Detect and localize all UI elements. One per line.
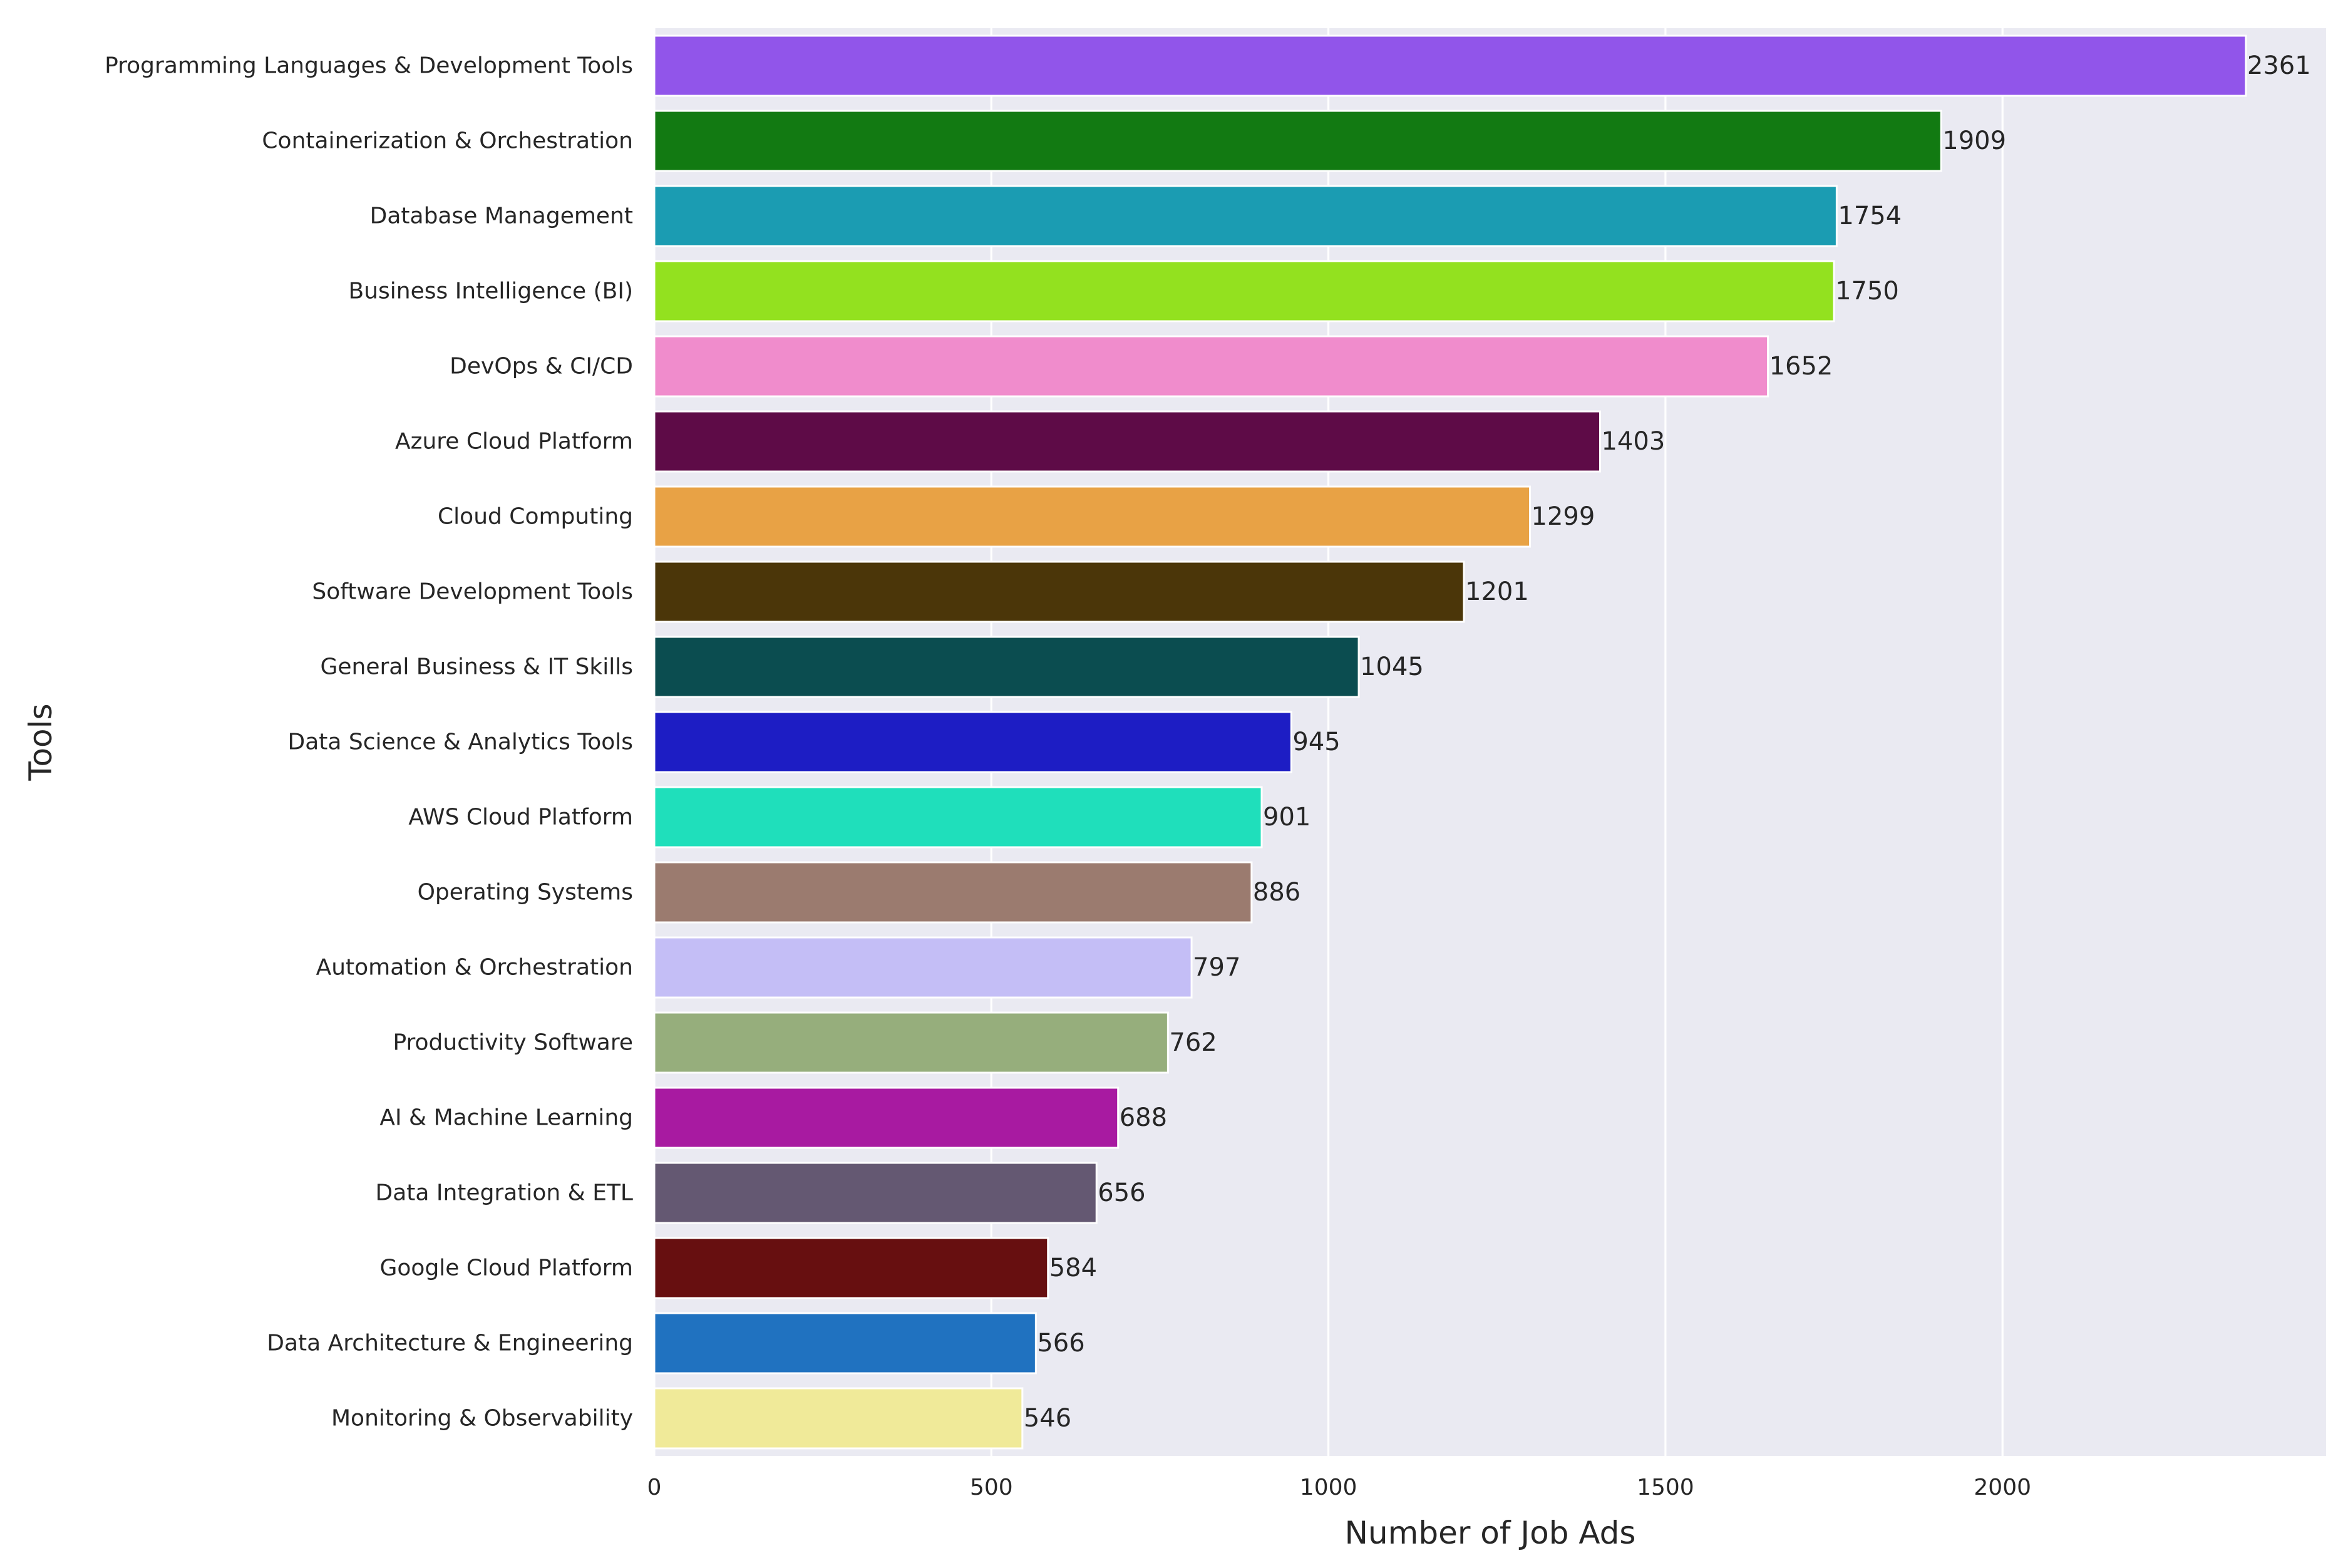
- bar-value-label: 797: [1193, 953, 1240, 982]
- y-axis-title: Tools: [23, 703, 59, 781]
- bar: [653, 185, 1838, 247]
- bar: [653, 786, 1263, 848]
- bars: [653, 34, 2247, 1450]
- y-tick-label: DevOps & CI/CD: [450, 354, 633, 379]
- bar-value-label: 1201: [1465, 577, 1529, 606]
- bar-value-label: 584: [1049, 1254, 1097, 1282]
- y-tick-label: Google Cloud Platform: [380, 1256, 634, 1281]
- bar-value-label: 688: [1120, 1103, 1167, 1132]
- y-tick-label: Productivity Software: [393, 1030, 633, 1056]
- y-tick-label: Business Intelligence (BI): [349, 279, 634, 304]
- bar: [653, 1237, 1049, 1299]
- y-tick-label: Azure Cloud Platform: [395, 429, 633, 455]
- y-tick-label: Data Integration & ETL: [375, 1180, 633, 1206]
- y-tick-label: Data Science & Analytics Tools: [287, 730, 633, 755]
- bar-value-label: 1754: [1838, 202, 1902, 230]
- y-tick-label: Containerization & Orchestration: [262, 128, 633, 154]
- bar: [653, 410, 1601, 473]
- bar: [653, 260, 1835, 322]
- bar: [653, 335, 1769, 398]
- bar: [653, 936, 1193, 999]
- y-tick-label: Software Development Tools: [312, 579, 633, 605]
- bar: [653, 1387, 1024, 1450]
- bar: [653, 1011, 1169, 1074]
- bar-value-label: 1045: [1360, 652, 1424, 681]
- bar: [653, 636, 1360, 698]
- data-labels: 2361 1909 1754 1750 1652 1403 1299 1201 1045 945 9…: [1024, 51, 2311, 1433]
- y-tick-label: Database Management: [370, 204, 633, 229]
- x-tick-label: 1500: [1637, 1475, 1694, 1500]
- bar-value-label: 945: [1292, 728, 1340, 756]
- bar: [653, 711, 1292, 773]
- bar-value-label: 656: [1098, 1179, 1145, 1207]
- bar: [653, 1312, 1037, 1375]
- x-tick-label: 2000: [1974, 1475, 2031, 1500]
- y-tick-label: Programming Languages & Development Tool…: [105, 53, 633, 79]
- bar-value-label: 2361: [2247, 51, 2311, 80]
- bar: [653, 861, 1253, 924]
- y-tick-label: General Business & IT Skills: [320, 654, 633, 680]
- y-tick-label: Monitoring & Observability: [331, 1406, 633, 1431]
- y-tick-label: Operating Systems: [418, 880, 633, 905]
- bar-value-label: 546: [1024, 1404, 1071, 1433]
- bar-value-label: 1299: [1532, 502, 1595, 531]
- y-tick-label: Data Architecture & Engineering: [267, 1331, 633, 1356]
- y-tick-label: Cloud Computing: [438, 504, 633, 530]
- bar-value-label: 566: [1037, 1329, 1084, 1358]
- bar-value-label: 901: [1263, 803, 1310, 832]
- bar: [653, 1162, 1098, 1224]
- bar-value-label: 762: [1169, 1028, 1217, 1057]
- y-tick-label: AI & Machine Learning: [379, 1105, 633, 1131]
- x-tick-label: 500: [970, 1475, 1013, 1500]
- bar-value-label: 1750: [1835, 277, 1899, 306]
- bar: [653, 485, 1532, 548]
- x-tick-labels: 0 500 1000 1500 2000: [647, 1475, 2031, 1500]
- bar: [653, 34, 2247, 97]
- y-tick-labels: Programming Languages & Development Tool…: [105, 53, 633, 1431]
- bar: [653, 560, 1465, 623]
- y-tick-label: Automation & Orchestration: [316, 955, 633, 981]
- bar-value-label: 1909: [1942, 126, 2006, 155]
- x-tick-label: 1000: [1300, 1475, 1357, 1500]
- x-tick-label: 0: [647, 1475, 662, 1500]
- bar: [653, 110, 1942, 172]
- bar: [653, 1086, 1120, 1149]
- y-tick-label: AWS Cloud Platform: [408, 805, 633, 830]
- x-axis-title: Number of Job Ads: [1345, 1515, 1636, 1551]
- bar-value-label: 886: [1253, 878, 1300, 907]
- bar-value-label: 1652: [1769, 352, 1833, 381]
- bar-value-label: 1403: [1601, 427, 1665, 456]
